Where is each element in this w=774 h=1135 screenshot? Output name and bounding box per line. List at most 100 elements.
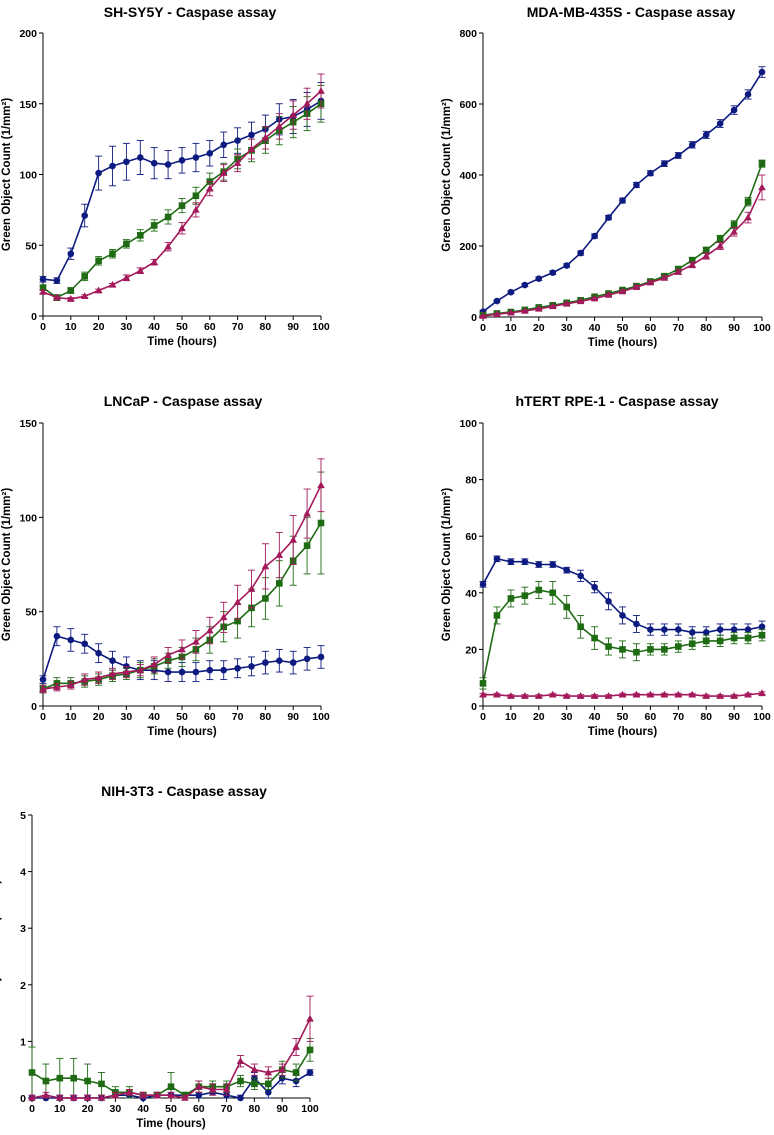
data-point bbox=[674, 690, 683, 698]
data-point bbox=[237, 1094, 244, 1102]
series-green bbox=[479, 581, 766, 690]
data-point bbox=[153, 1091, 161, 1098]
data-point bbox=[688, 141, 696, 149]
y-tick-label: 50 bbox=[25, 607, 37, 619]
x-tick-label: 90 bbox=[276, 1103, 288, 1115]
data-point bbox=[521, 692, 529, 699]
x-tick-label: 80 bbox=[260, 711, 272, 723]
data-point bbox=[317, 653, 325, 661]
y-tick-label: 100 bbox=[459, 418, 477, 430]
data-point bbox=[633, 620, 640, 628]
data-point bbox=[108, 669, 117, 677]
series-magenta bbox=[39, 458, 325, 694]
x-tick-label: 0 bbox=[40, 711, 46, 723]
data-point bbox=[647, 169, 654, 177]
y-tick-label: 60 bbox=[465, 531, 477, 543]
data-point bbox=[507, 558, 515, 565]
data-point bbox=[164, 651, 172, 658]
data-point bbox=[507, 308, 515, 316]
data-point bbox=[222, 1085, 231, 1093]
data-point bbox=[563, 566, 570, 574]
data-point bbox=[674, 267, 683, 275]
data-point bbox=[744, 634, 752, 642]
data-point bbox=[195, 1082, 203, 1090]
y-tick-label: 80 bbox=[465, 475, 477, 487]
data-point bbox=[549, 561, 557, 568]
y-tick-label: 2 bbox=[20, 980, 26, 992]
data-point bbox=[275, 551, 284, 558]
data-point bbox=[206, 626, 214, 634]
data-point bbox=[688, 640, 696, 648]
data-point bbox=[276, 580, 283, 587]
x-tick-label: 10 bbox=[505, 322, 517, 334]
data-point bbox=[233, 598, 242, 606]
y-axis-label: Green Object Count (1/mm²) bbox=[0, 880, 2, 1034]
data-point bbox=[39, 275, 47, 283]
data-point bbox=[136, 266, 145, 274]
data-point bbox=[688, 690, 697, 698]
data-point bbox=[605, 597, 612, 605]
data-point bbox=[577, 623, 584, 631]
x-tick-label: 100 bbox=[753, 711, 771, 723]
data-point bbox=[206, 184, 214, 192]
data-point bbox=[289, 536, 297, 543]
data-point bbox=[178, 668, 186, 676]
data-point bbox=[562, 299, 571, 307]
data-point bbox=[306, 1046, 314, 1054]
x-tick-label: 60 bbox=[193, 1103, 205, 1115]
x-axis-label: Time (hours) bbox=[136, 1118, 206, 1130]
y-tick-label: 0 bbox=[20, 1093, 26, 1105]
x-tick-label: 20 bbox=[93, 321, 105, 333]
data-point bbox=[178, 645, 186, 653]
data-point bbox=[192, 205, 200, 213]
data-point bbox=[303, 542, 311, 549]
data-point bbox=[39, 676, 47, 683]
x-tick-label: 20 bbox=[533, 711, 545, 723]
x-tick-label: 40 bbox=[148, 321, 160, 333]
data-point bbox=[661, 626, 668, 633]
data-point bbox=[730, 221, 738, 228]
data-point bbox=[549, 589, 557, 597]
data-point bbox=[604, 692, 613, 699]
y-tick-label: 5 bbox=[20, 810, 26, 822]
data-point bbox=[181, 1094, 189, 1101]
data-point bbox=[647, 626, 654, 633]
data-point bbox=[633, 181, 640, 189]
data-point bbox=[178, 157, 186, 164]
series-magenta bbox=[479, 689, 766, 699]
x-tick-label: 20 bbox=[82, 1103, 94, 1115]
x-tick-label: 90 bbox=[287, 321, 299, 333]
data-point bbox=[108, 280, 117, 288]
series-green bbox=[28, 1038, 314, 1099]
x-tick-label: 50 bbox=[617, 322, 629, 334]
x-tick-label: 40 bbox=[589, 322, 601, 334]
data-point bbox=[744, 690, 752, 698]
x-tick-label: 70 bbox=[232, 711, 244, 723]
data-point bbox=[317, 87, 325, 94]
data-point bbox=[702, 131, 710, 139]
data-point bbox=[548, 302, 557, 310]
x-tick-label: 100 bbox=[301, 1103, 319, 1115]
data-point bbox=[292, 1069, 300, 1076]
data-point bbox=[716, 692, 724, 699]
x-tick-label: 60 bbox=[204, 321, 216, 333]
data-point bbox=[548, 690, 557, 698]
y-tick-label: 150 bbox=[19, 99, 37, 111]
data-point bbox=[67, 295, 75, 302]
x-tick-label: 90 bbox=[287, 711, 299, 723]
data-point bbox=[521, 281, 529, 289]
data-point bbox=[81, 212, 88, 219]
x-tick-label: 0 bbox=[480, 322, 486, 334]
chart-title: NIH-3T3 - Caspase assay bbox=[101, 783, 267, 799]
data-point bbox=[39, 284, 47, 291]
data-point bbox=[81, 273, 88, 280]
data-point bbox=[521, 307, 529, 314]
data-point bbox=[632, 690, 641, 698]
data-point bbox=[507, 288, 515, 296]
data-point bbox=[236, 1057, 245, 1065]
y-tick-label: 100 bbox=[19, 170, 37, 182]
x-tick-label: 30 bbox=[561, 711, 573, 723]
data-point bbox=[306, 1069, 314, 1076]
data-point bbox=[109, 162, 116, 170]
y-axis-label: Green Object Count (1/mm²) bbox=[1, 488, 13, 642]
